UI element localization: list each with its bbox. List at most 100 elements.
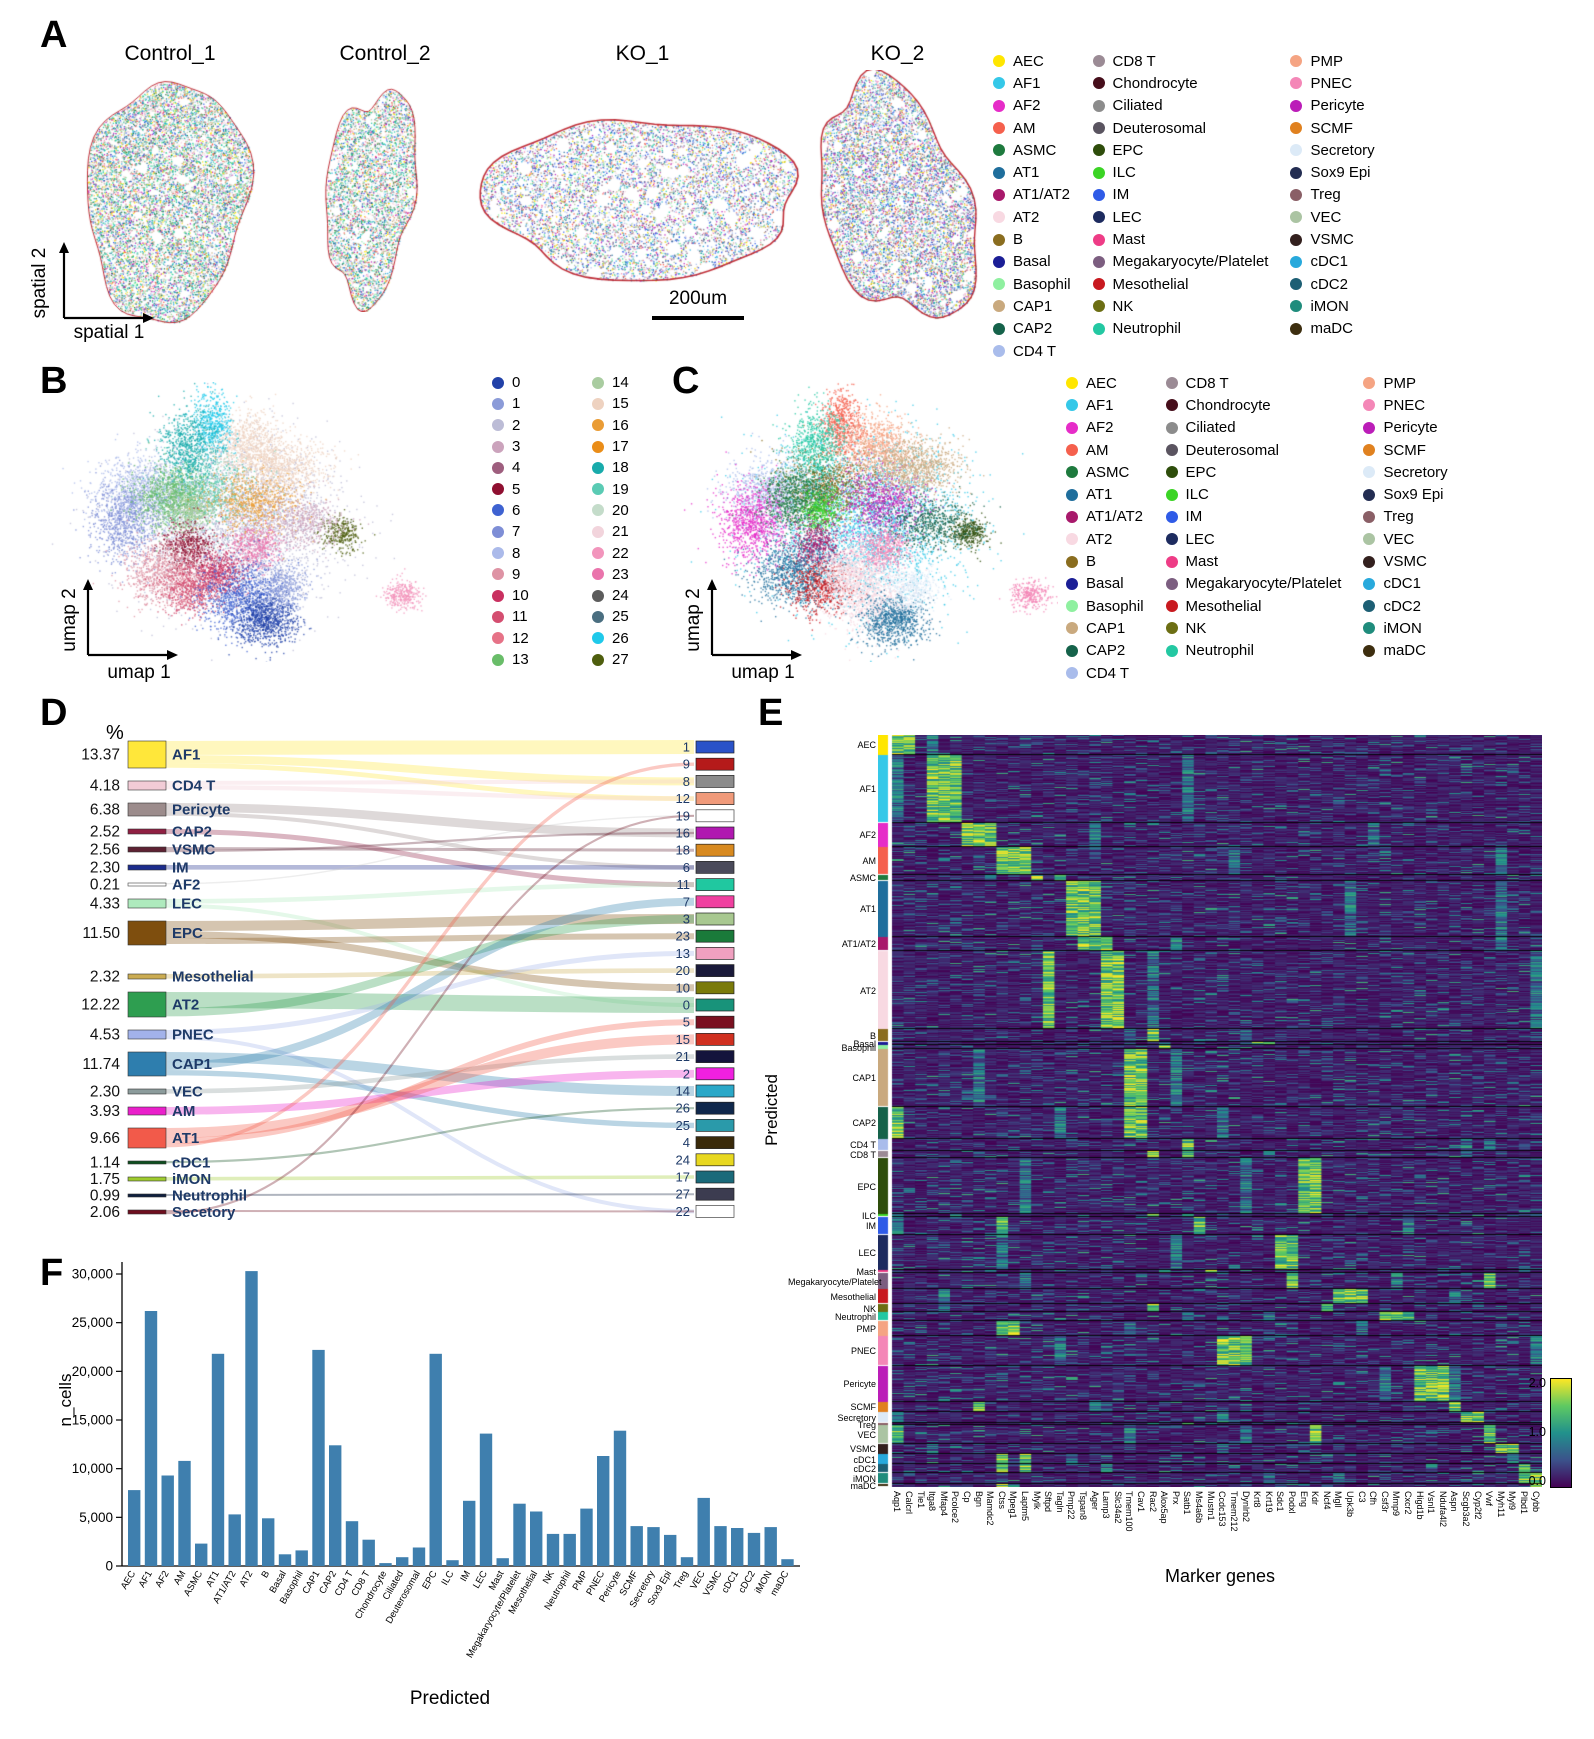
legend-label: CAP2 [1013, 320, 1053, 338]
bar [429, 1353, 442, 1566]
legend-label: AM [1086, 441, 1109, 459]
sankey-flow [165, 1069, 695, 1115]
sankey-right-node [695, 895, 735, 909]
sankey-left-pct: 1.75 [90, 1171, 120, 1188]
legend-swatch [993, 255, 1005, 268]
heatmap-gene-label: Cp [961, 1491, 972, 1503]
legend-label: Neutrophil [1185, 642, 1254, 660]
sankey-left-pct: 2.52 [90, 824, 120, 841]
x-tick-label: AEC [119, 1569, 138, 1592]
legend-label: 21 [612, 523, 629, 541]
heatmap-gene-label: Plbd1 [1519, 1491, 1530, 1515]
legend-swatch [1363, 377, 1376, 390]
legend-swatch [1165, 466, 1178, 479]
heatmap-gene-label: Aspn [1449, 1491, 1460, 1512]
sankey-flow [165, 779, 695, 785]
legend-item: PMP [1290, 50, 1374, 72]
legend-swatch [492, 440, 504, 453]
umap-clusters-plot [50, 382, 430, 662]
legend-label: 12 [512, 629, 529, 647]
sankey-flow [165, 755, 695, 786]
heatmap-row-label: AT2 [860, 985, 876, 996]
spatial-plot-ko-1 [475, 105, 810, 291]
legend-label: VSMC [1310, 231, 1354, 249]
heatmap-row-label: EPC [857, 1181, 876, 1192]
heatmap-gene-label: Lamp3 [1101, 1491, 1112, 1519]
sankey-left-label: iMON [172, 1171, 211, 1188]
legend-item: 2 [492, 415, 570, 436]
legend-label: Sox9 Epi [1383, 486, 1444, 504]
legend-item: AF1 [1066, 394, 1144, 416]
legend-label: VEC [1383, 530, 1415, 548]
sankey-left-pct: 4.53 [90, 1027, 120, 1044]
legend-item: VSMC [1363, 550, 1447, 572]
legend-swatch [993, 77, 1005, 90]
legend-label: CD4 T [1013, 342, 1057, 360]
legend-label: Chondrocyte [1185, 396, 1271, 414]
sankey-right-node [695, 1187, 735, 1201]
legend-item: B [1066, 550, 1144, 572]
spatial-plot-ko-2 [800, 70, 995, 335]
legend-item: IM [1092, 184, 1269, 206]
legend-item: AF2 [1066, 417, 1144, 439]
legend-item: ILC [1165, 483, 1342, 505]
legend-item: cDC1 [1290, 251, 1374, 273]
legend-item: Sox9 Epi [1290, 161, 1374, 183]
legend-label: Secretory [1310, 141, 1375, 159]
legend-item: LEC [1092, 206, 1269, 228]
sankey-right-label: 2 [683, 1066, 690, 1081]
legend-label: LEC [1112, 208, 1142, 226]
heatmap-gene-label: Podxl [1286, 1491, 1297, 1514]
heatmap-row-label: Megakaryocyte/Platelet [788, 1276, 882, 1287]
sankey-left-node [127, 740, 167, 769]
legend-item: Basal [993, 251, 1071, 273]
bar [630, 1526, 643, 1566]
sankey-flow [165, 882, 695, 904]
legend-item: AT1/AT2 [1066, 506, 1144, 528]
sankey-right-label: 17 [676, 1170, 690, 1185]
sample-title-control-2: Control_2 [339, 42, 431, 65]
bar [597, 1456, 610, 1566]
bar [446, 1560, 459, 1566]
sankey-left-node [127, 1160, 167, 1165]
legend-label: AT1 [1013, 164, 1040, 182]
sankey-flow [165, 814, 695, 1215]
bar [295, 1550, 308, 1566]
legend-label: 13 [512, 651, 529, 668]
sankey-right-label: 6 [683, 860, 690, 875]
sankey-flow [165, 968, 695, 979]
bar [362, 1539, 375, 1566]
sankey-left-node [127, 991, 167, 1018]
sankey-flow [165, 829, 695, 888]
x-tick-label: IM [458, 1569, 473, 1584]
legend-swatch [492, 589, 504, 602]
sankey-right-node [695, 1136, 735, 1149]
legend-label: IM [1185, 508, 1203, 526]
legend-item: AF1 [993, 72, 1071, 94]
legend-label: B [1013, 231, 1024, 249]
sankey-right-label: 16 [676, 826, 690, 841]
legend-swatch [1092, 55, 1105, 68]
bar [245, 1271, 258, 1566]
legend-label: AT1 [1086, 486, 1113, 504]
legend-swatch [592, 610, 604, 623]
legend-swatch [1066, 466, 1078, 479]
bar [479, 1433, 493, 1566]
sankey-flow [165, 785, 695, 801]
legend-swatch [993, 122, 1005, 135]
legend-label: Pericyte [1383, 419, 1438, 437]
legend-swatch [1066, 510, 1078, 523]
legend-label: 0 [512, 374, 521, 392]
legend-item: Mesothelial [1092, 273, 1269, 295]
sankey-right-node [695, 1067, 735, 1081]
sankey-left-node [127, 828, 167, 835]
heatmap-row-label: AT1/AT2 [841, 939, 876, 950]
legend-label: cDC1 [1310, 253, 1348, 271]
legend-item: AT1/AT2 [993, 184, 1071, 206]
legend-item: Chondrocyte [1092, 72, 1269, 94]
legend-label: ASMC [1086, 463, 1130, 481]
heatmap-row-label: Secretory [837, 1412, 876, 1423]
legend-label: 18 [612, 459, 629, 477]
legend-swatch [592, 483, 604, 496]
sankey-left-node [127, 1127, 167, 1149]
